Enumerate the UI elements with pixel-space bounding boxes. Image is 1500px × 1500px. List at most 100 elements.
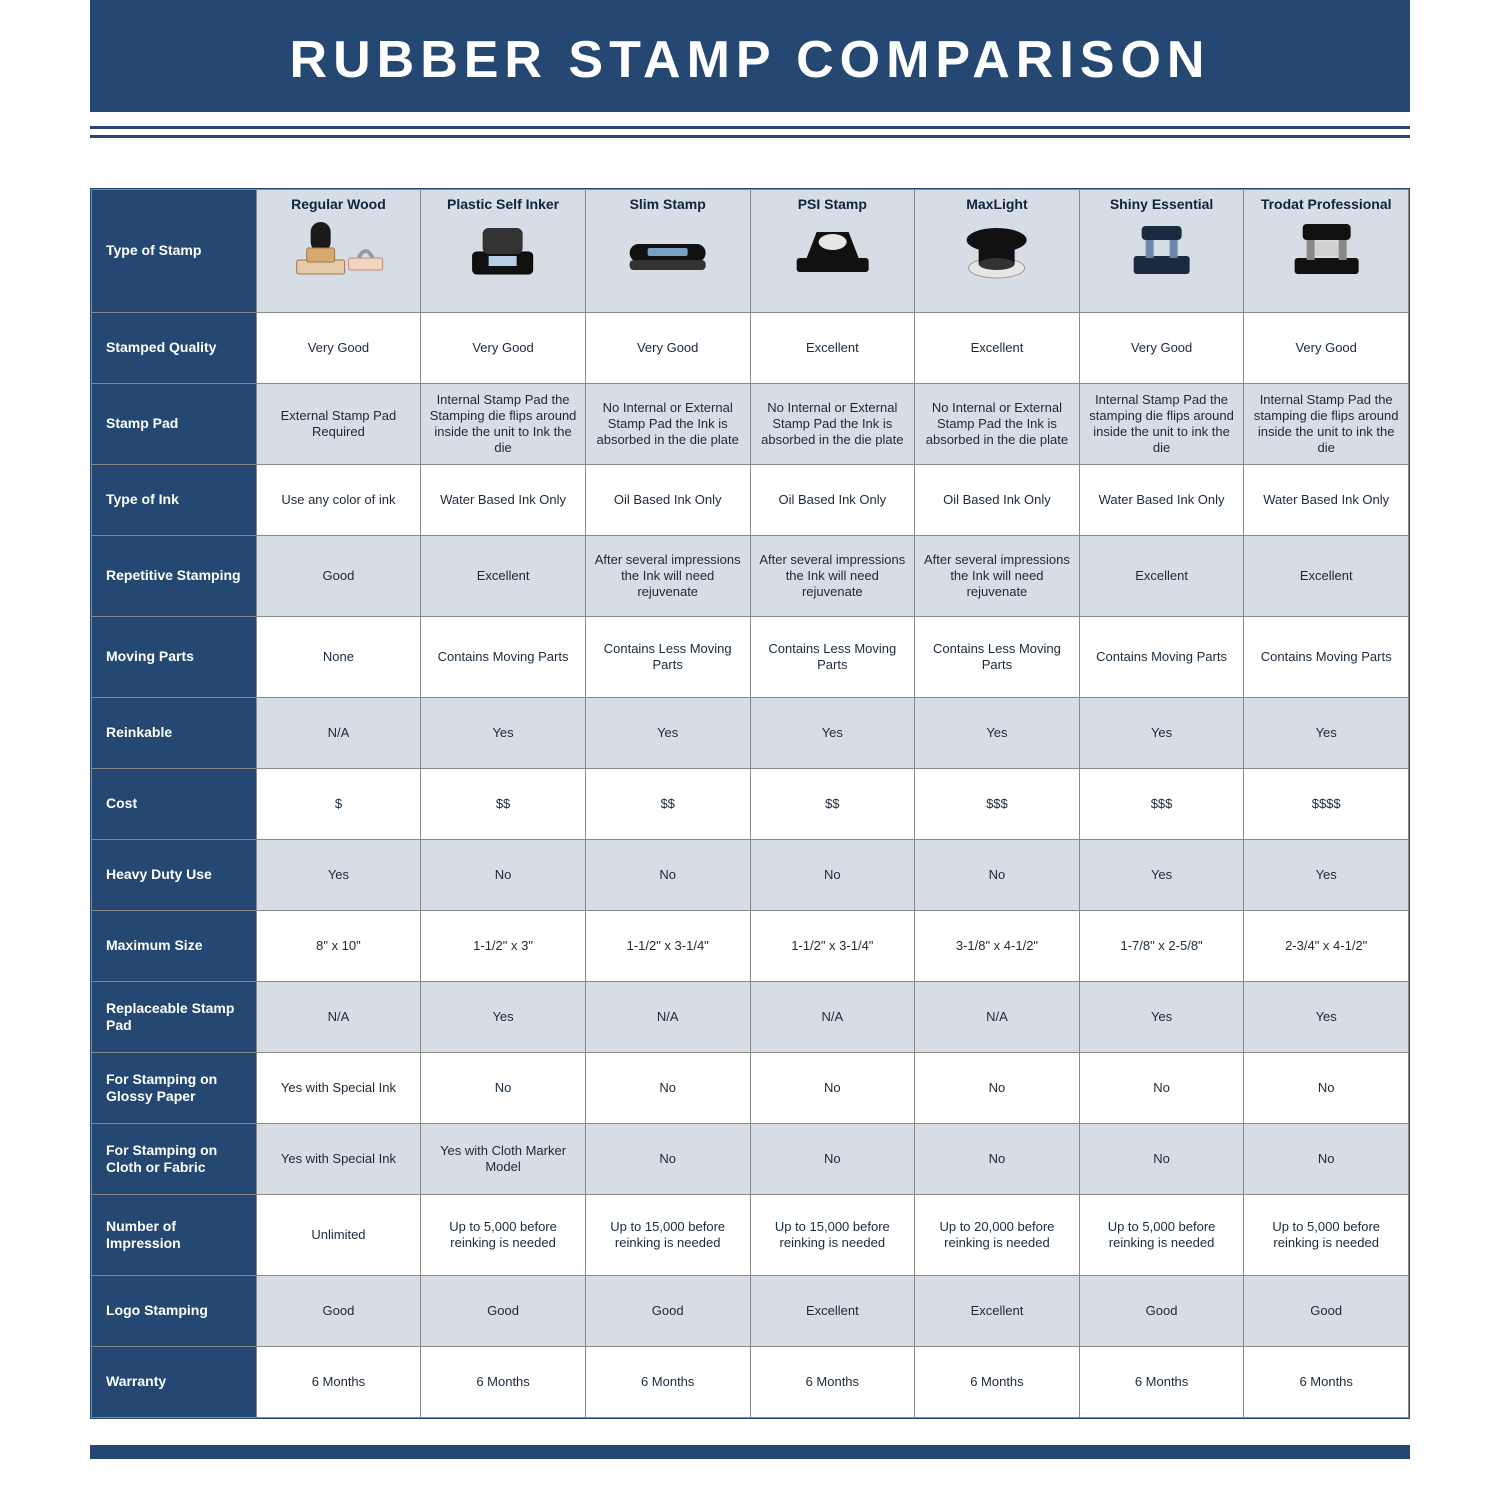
table-row: For Stamping on Glossy PaperYes with Spe…: [92, 1053, 1409, 1124]
table-cell: No Internal or External Stamp Pad the In…: [750, 384, 915, 465]
table-cell: No: [585, 1124, 750, 1195]
table-cell: No: [1079, 1053, 1244, 1124]
table-cell: Contains Moving Parts: [1079, 617, 1244, 698]
table-cell: 6 Months: [915, 1347, 1080, 1418]
table-row: Stamp PadExternal Stamp Pad Required Inte…: [92, 384, 1409, 465]
row-header: Moving Parts: [92, 617, 257, 698]
maxlight-stamp-icon: [936, 218, 1057, 282]
table-cell: Good: [585, 1276, 750, 1347]
table-cell: Use any color of ink: [256, 465, 421, 536]
table-row: For Stamping on Cloth or FabricYes with …: [92, 1124, 1409, 1195]
col-label: Regular Wood: [291, 196, 386, 212]
table-cell: No Internal or External Stamp Pad the In…: [915, 384, 1080, 465]
table-cell: Good: [256, 536, 421, 617]
table-cell: Excellent: [915, 313, 1080, 384]
page-title: RUBBER STAMP COMPARISON: [90, 0, 1410, 112]
table-cell: $$$: [1079, 769, 1244, 840]
col-label: Plastic Self Inker: [447, 196, 559, 212]
table-cell: $$: [421, 769, 586, 840]
table-row: Warranty6 Months6 Months6 Months6 Months…: [92, 1347, 1409, 1418]
table-cell: 6 Months: [421, 1347, 586, 1418]
table-cell: Contains Moving Parts: [1244, 617, 1409, 698]
table-cell: Water Based Ink Only: [1079, 465, 1244, 536]
table-cell: No: [915, 1053, 1080, 1124]
table-cell: No: [915, 1124, 1080, 1195]
row-header: For Stamping on Glossy Paper: [92, 1053, 257, 1124]
table-cell: Unlimited: [256, 1195, 421, 1276]
table-cell: Water Based Ink Only: [1244, 465, 1409, 536]
col-header-maxlight: MaxLight: [915, 190, 1080, 313]
table-cell: After several impressions the Ink will n…: [915, 536, 1080, 617]
row-header: Repetitive Stamping: [92, 536, 257, 617]
table-cell: Good: [1079, 1276, 1244, 1347]
table-cell: No: [915, 840, 1080, 911]
row-header-type-of-stamp: Type of Stamp: [92, 190, 257, 313]
col-label: Trodat Professional: [1261, 196, 1392, 212]
table-cell: No: [750, 840, 915, 911]
table-row: Stamped QualityVery GoodVery GoodVery Go…: [92, 313, 1409, 384]
title-divider: [90, 126, 1410, 138]
row-header: Stamp Pad: [92, 384, 257, 465]
table-cell: Yes: [750, 698, 915, 769]
table-cell: Very Good: [585, 313, 750, 384]
table-cell: No: [1079, 1124, 1244, 1195]
table-cell: Yes: [1244, 840, 1409, 911]
table-cell: Oil Based Ink Only: [915, 465, 1080, 536]
col-label: Slim Stamp: [630, 196, 706, 212]
table-cell: Contains Less Moving Parts: [585, 617, 750, 698]
table-cell: Yes: [1244, 698, 1409, 769]
table-cell: Yes: [915, 698, 1080, 769]
table-cell: Very Good: [1079, 313, 1244, 384]
table-cell: Contains Less Moving Parts: [750, 617, 915, 698]
col-label: MaxLight: [966, 196, 1027, 212]
table-cell: No: [1244, 1124, 1409, 1195]
table-cell: None: [256, 617, 421, 698]
table-cell: Internal Stamp Pad the stamping die flip…: [1079, 384, 1244, 465]
psi-stamp-icon: [772, 218, 893, 282]
table-row: Logo StampingGoodGoodGoodExcellentExcell…: [92, 1276, 1409, 1347]
col-label: PSI Stamp: [798, 196, 867, 212]
table-cell: 8" x 10": [256, 911, 421, 982]
col-label: Shiny Essential: [1110, 196, 1213, 212]
table-cell: Very Good: [1244, 313, 1409, 384]
table-row: Maximum Size8" x 10"1-1/2" x 3"1-1/2" x …: [92, 911, 1409, 982]
table-cell: Up to 5,000 before reinking is needed: [421, 1195, 586, 1276]
table-cell: Oil Based Ink Only: [750, 465, 915, 536]
table-cell: No Internal or External Stamp Pad the In…: [585, 384, 750, 465]
table-cell: N/A: [750, 982, 915, 1053]
table-cell: No: [750, 1053, 915, 1124]
col-header-plastic-self-inker: Plastic Self Inker: [421, 190, 586, 313]
table-cell: Very Good: [421, 313, 586, 384]
table-cell: 6 Months: [1244, 1347, 1409, 1418]
table-cell: N/A: [256, 698, 421, 769]
table-cell: 6 Months: [1079, 1347, 1244, 1418]
shiny-essential-stamp-icon: [1101, 218, 1222, 282]
table-cell: Yes: [421, 698, 586, 769]
table-row: Moving PartsNoneContains Moving PartsCon…: [92, 617, 1409, 698]
table-cell: 2-3/4" x 4-1/2": [1244, 911, 1409, 982]
table-cell: Yes: [585, 698, 750, 769]
table-cell: Excellent: [421, 536, 586, 617]
table-cell: $: [256, 769, 421, 840]
table-cell: External Stamp Pad Required: [256, 384, 421, 465]
table-cell: No: [585, 840, 750, 911]
table-cell: Yes: [1244, 982, 1409, 1053]
row-header: Number of Impression: [92, 1195, 257, 1276]
table-cell: Yes: [1079, 982, 1244, 1053]
table-body: Stamped QualityVery GoodVery GoodVery Go…: [92, 313, 1409, 1418]
row-header: Stamped Quality: [92, 313, 257, 384]
wood-stamp-icon: [278, 218, 399, 282]
table-cell: Good: [421, 1276, 586, 1347]
row-header: Warranty: [92, 1347, 257, 1418]
row-header: Logo Stamping: [92, 1276, 257, 1347]
table-cell: Good: [256, 1276, 421, 1347]
table-cell: $$: [750, 769, 915, 840]
table-cell: 1-1/2" x 3-1/4": [585, 911, 750, 982]
table-cell: 1-7/8" x 2-5/8": [1079, 911, 1244, 982]
table-cell: After several impressions the Ink will n…: [585, 536, 750, 617]
table-cell: N/A: [256, 982, 421, 1053]
table-cell: N/A: [585, 982, 750, 1053]
table-cell: Excellent: [1244, 536, 1409, 617]
row-header: Heavy Duty Use: [92, 840, 257, 911]
table-cell: Yes: [421, 982, 586, 1053]
